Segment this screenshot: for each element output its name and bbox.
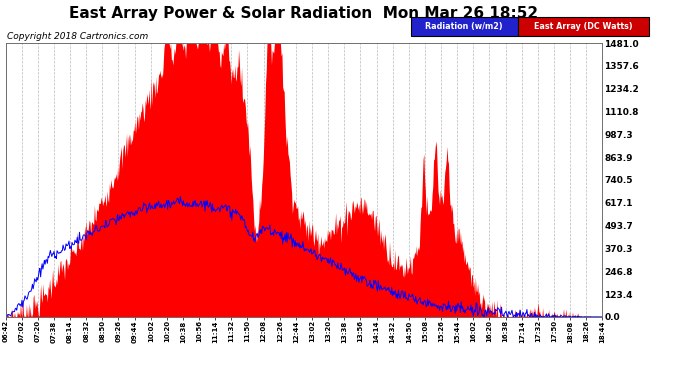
Text: East Array (DC Watts): East Array (DC Watts) [534,22,632,31]
Text: East Array Power & Solar Radiation  Mon Mar 26 18:52: East Array Power & Solar Radiation Mon M… [69,6,538,21]
Text: Copyright 2018 Cartronics.com: Copyright 2018 Cartronics.com [7,32,148,41]
Text: Radiation (w/m2): Radiation (w/m2) [425,22,503,31]
